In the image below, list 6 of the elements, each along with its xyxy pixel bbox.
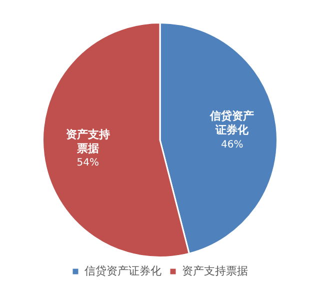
legend-label: 资产支持票据 [182,264,248,278]
legend-label: 信贷资产证券化 [84,264,162,278]
data-label: 54% [76,158,99,169]
slice-label: 资产支持票据 [66,128,110,155]
data-label: 46% [221,139,244,150]
slice-label: 信贷资产证券化 [209,110,254,137]
